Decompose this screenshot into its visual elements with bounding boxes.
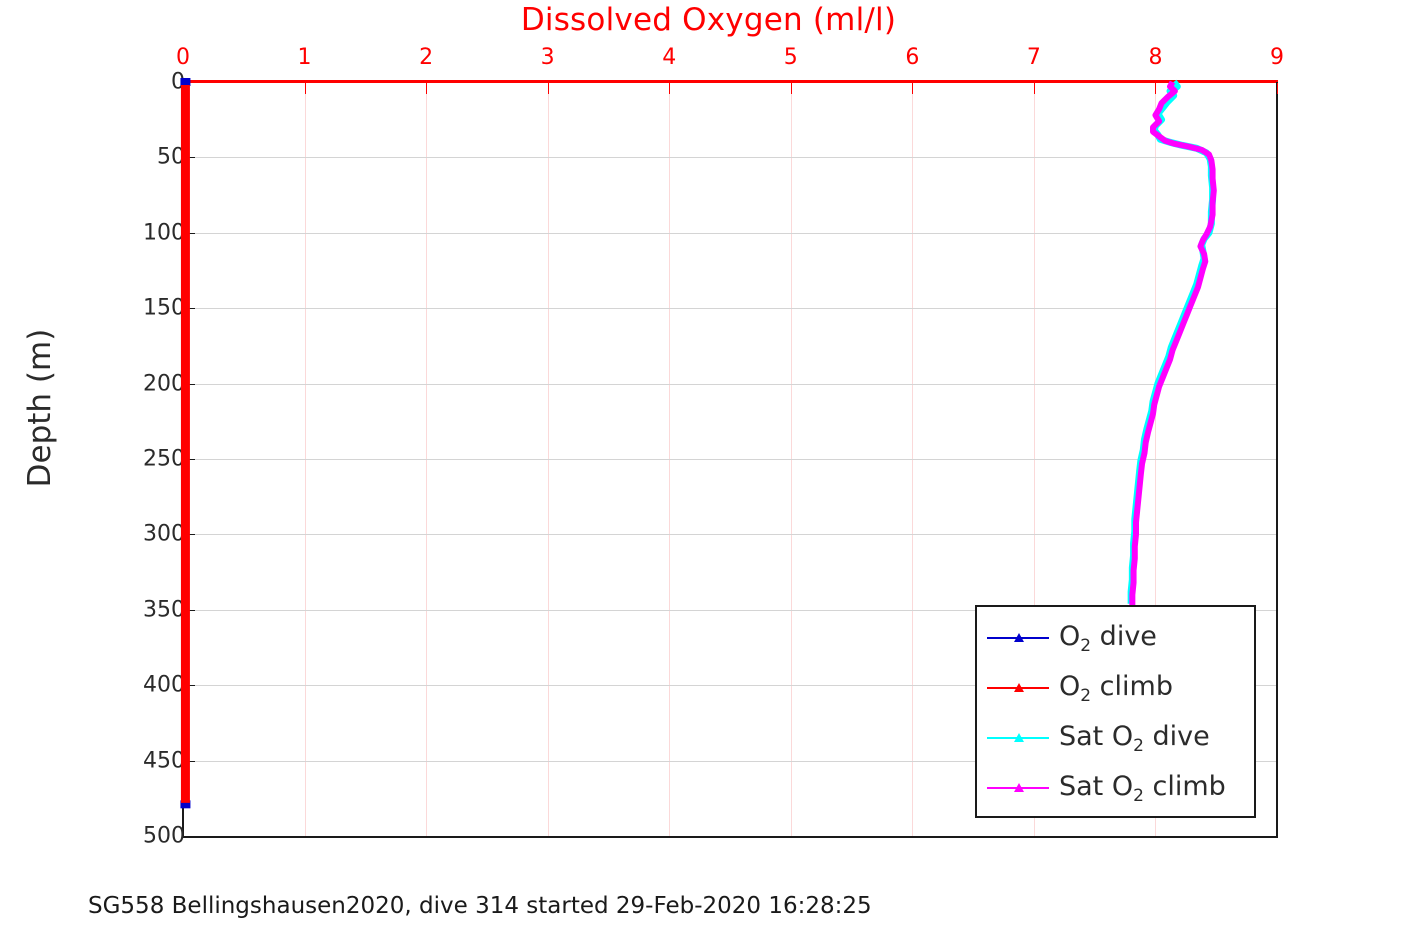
horizontal-gridline [183,459,1277,460]
y-axis-tick-label: 450 [143,748,185,774]
y-axis-tick-label: 150 [143,295,185,321]
y-axis-title: Depth (m) [22,328,58,488]
y-axis-line-right [1276,82,1278,837]
horizontal-gridline [183,157,1277,159]
legend-item-sat-o2-climb[interactable]: Sat O2 climb [977,763,1254,813]
legend-label: O2 climb [1059,670,1173,706]
x-axis-tick-label: 8 [1148,45,1163,70]
horizontal-gridline [183,383,1277,385]
y-axis-tick-label: 0 [171,69,185,95]
x-axis-tick-label: 2 [419,45,434,70]
x-axis-tick [1033,83,1035,94]
y-axis-tick-label: 300 [143,521,185,547]
y-axis-tick-label: 250 [143,446,185,472]
legend-label: Sat O2 dive [1059,720,1210,756]
y-axis-tick-label: 100 [143,220,185,246]
legend-item-o2-climb[interactable]: O2 climb [977,663,1254,713]
y-axis-tick-label: 400 [143,672,185,698]
y-axis-tick-label: 50 [157,144,185,170]
x-axis-tick-label: 1 [297,45,312,70]
x-axis-tick-label: 5 [783,45,798,70]
x-axis-tick [1277,83,1278,94]
legend-label: O2 dive [1059,620,1157,656]
legend-swatch-icon [987,729,1049,747]
x-axis-tick-label: 9 [1270,45,1284,70]
x-axis-tick-label: 4 [662,45,677,70]
horizontal-gridline [183,534,1277,536]
x-axis-tick-label: 0 [176,45,190,70]
legend-swatch-icon [987,629,1049,647]
y-axis-tick-label: 350 [143,597,185,623]
legend-label: Sat O2 climb [1059,770,1226,806]
y-axis-tick [183,836,195,837]
x-axis-tick [304,83,306,94]
horizontal-gridline [183,232,1277,234]
x-axis-tick-label: 6 [905,45,920,70]
horizontal-gridline [183,609,1277,611]
x-axis-line-bottom [183,836,1278,838]
legend-item-sat-o2-dive[interactable]: Sat O2 dive [977,713,1254,763]
x-axis-line [183,80,1278,83]
horizontal-gridline [183,685,1277,687]
x-axis-tick [547,83,549,94]
y-axis-tick-label: 200 [143,371,185,397]
x-axis-tick-label: 3 [540,45,555,70]
x-axis-tick [912,83,914,94]
legend-swatch-icon [987,679,1049,697]
chart-title: Dissolved Oxygen (ml/l) [520,2,897,38]
x-axis-tick [1155,83,1157,94]
y-axis-tick-label: 500 [143,823,185,849]
legend: O2 dive O2 climb Sat O2 dive Sat O2 climb [975,605,1256,818]
legend-item-o2-dive[interactable]: O2 dive [977,613,1254,663]
x-axis-tick [669,83,671,94]
legend-rows: O2 dive O2 climb Sat O2 dive Sat O2 climb [977,613,1254,813]
legend-swatch-icon [987,779,1049,797]
horizontal-gridline [183,760,1277,762]
x-axis-tick-label: 7 [1026,45,1041,70]
horizontal-gridline [183,308,1277,310]
chart-caption: SG558 Bellingshausen2020, dive 314 start… [88,893,872,919]
x-axis-tick [426,83,428,94]
x-axis-tick [790,83,792,94]
